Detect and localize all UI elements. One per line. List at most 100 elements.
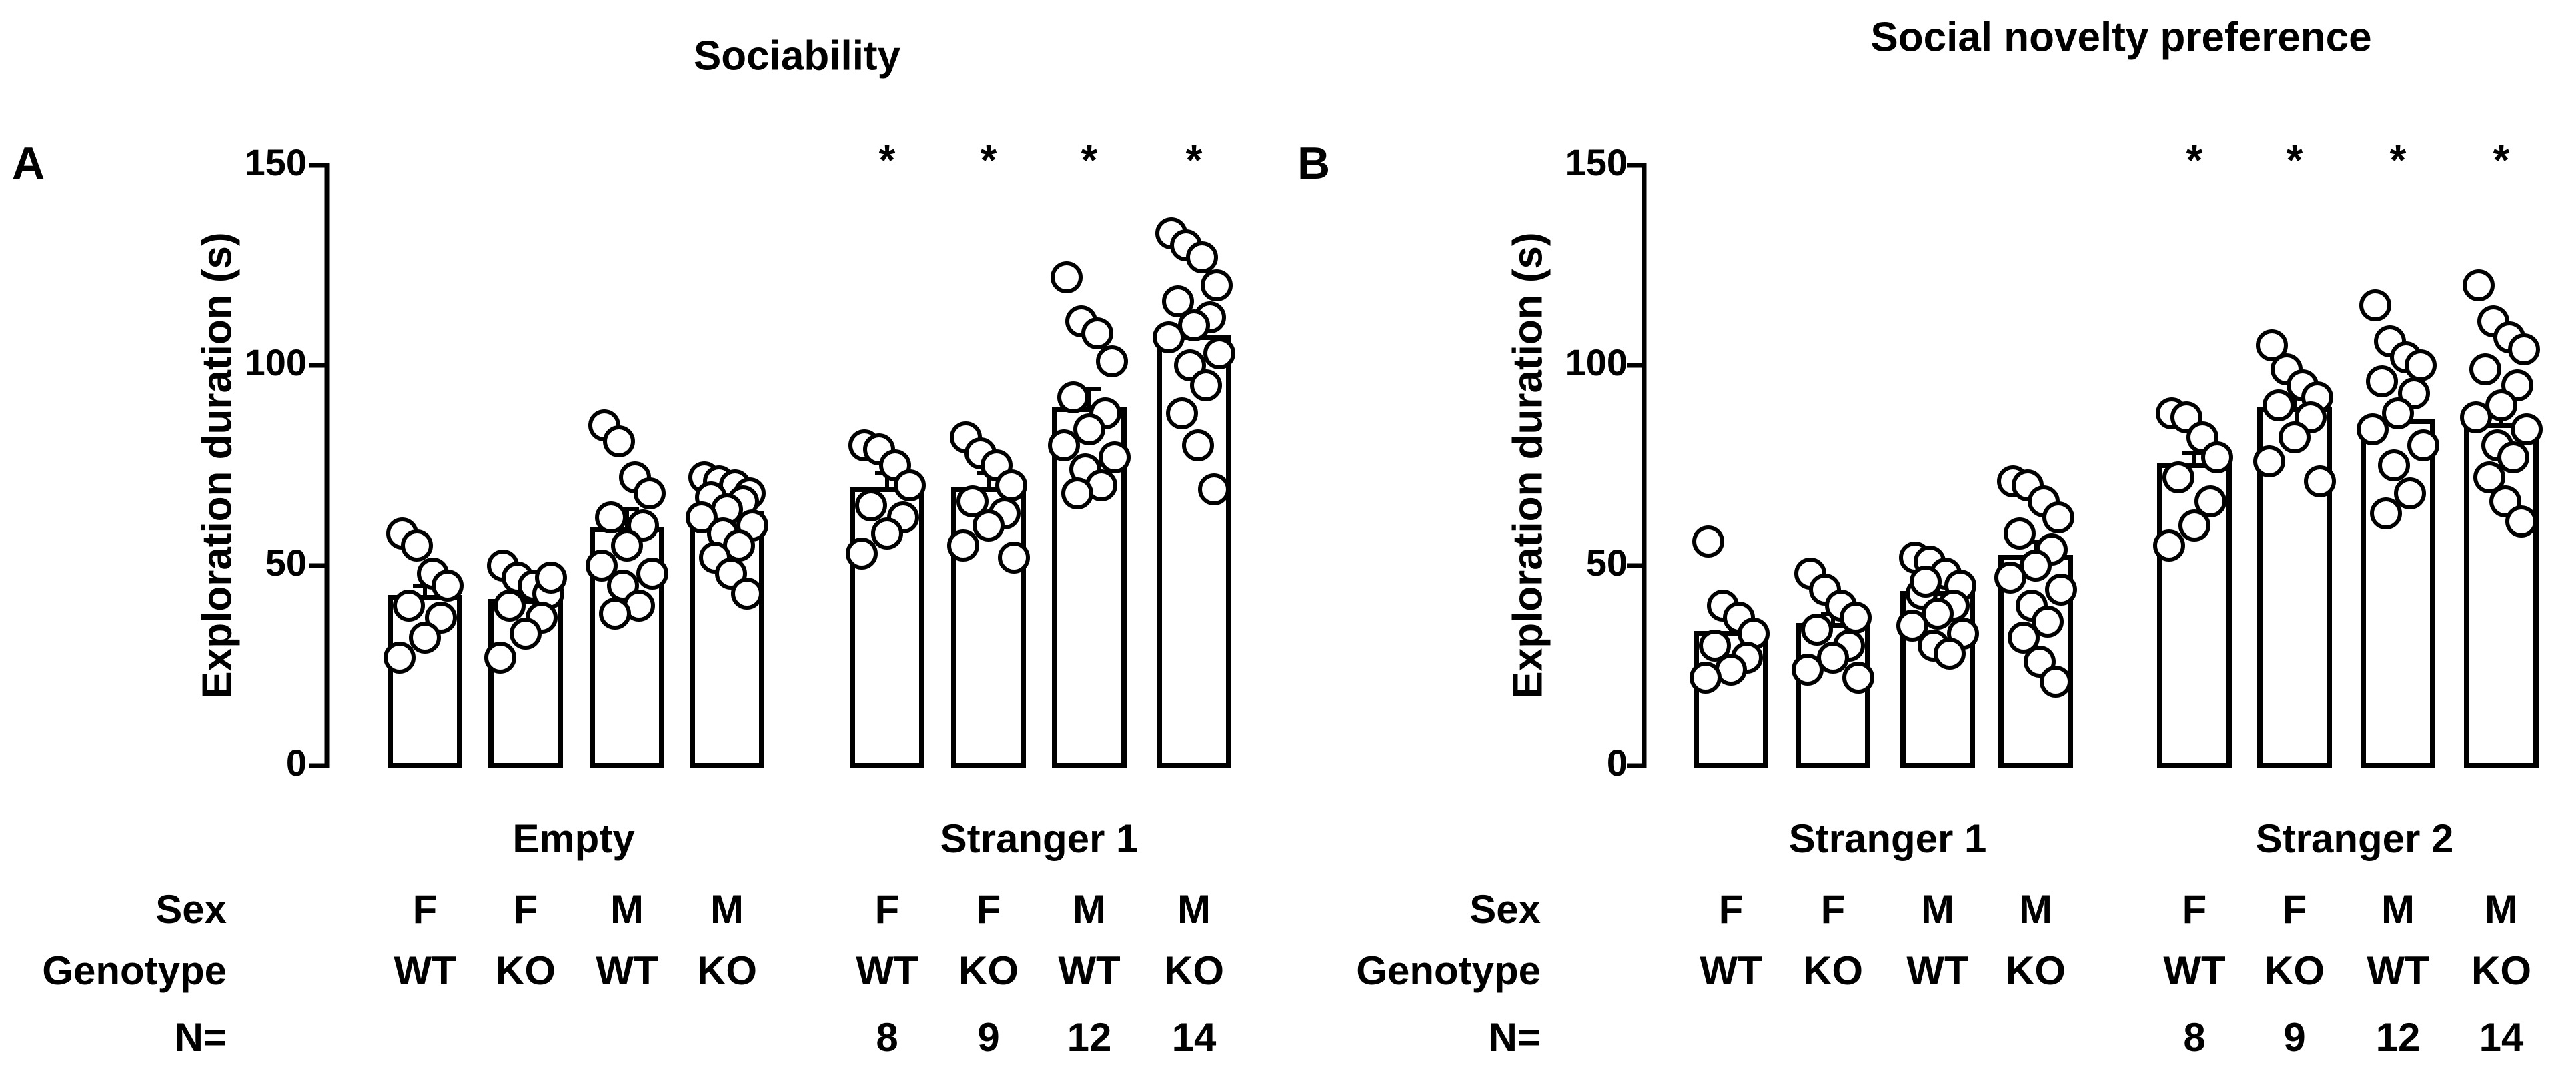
data-point xyxy=(537,564,565,592)
data-point xyxy=(1155,323,1183,351)
significance-star: * xyxy=(1081,136,1098,184)
row-label-sex: Sex xyxy=(1469,887,1541,932)
row-label-n: N= xyxy=(175,1015,227,1060)
data-point xyxy=(2510,335,2538,363)
group-label: Empty xyxy=(512,816,635,861)
y-tick-label: 150 xyxy=(1565,141,1628,183)
data-point xyxy=(2361,291,2389,319)
data-point xyxy=(1200,475,1228,503)
y-tick-label: 100 xyxy=(1565,341,1628,383)
data-point xyxy=(1794,656,1822,684)
data-point xyxy=(1694,527,1722,556)
sex-label: F xyxy=(977,887,1001,932)
data-point xyxy=(1098,347,1126,375)
data-point xyxy=(601,600,629,628)
data-point xyxy=(613,531,641,560)
n-label: 8 xyxy=(2183,1015,2205,1060)
data-point xyxy=(1205,339,1233,367)
data-point xyxy=(636,479,664,507)
data-point xyxy=(2006,519,2034,548)
sex-label: M xyxy=(2485,887,2518,932)
genotype-label: KO xyxy=(2471,948,2531,993)
sex-label: F xyxy=(514,887,538,932)
genotype-label: WT xyxy=(856,948,918,993)
sex-label: F xyxy=(2182,887,2207,932)
significance-star: * xyxy=(2493,136,2510,184)
data-point xyxy=(1188,243,1216,271)
y-tick-label: 0 xyxy=(286,742,307,784)
data-point xyxy=(1192,371,1220,399)
genotype-label: KO xyxy=(1803,948,1863,993)
data-point xyxy=(1063,479,1091,507)
data-point xyxy=(2380,451,2408,479)
panel-a-y-axis-label: Exploration duration (s) xyxy=(194,232,240,698)
data-point xyxy=(2409,431,2437,459)
data-point xyxy=(1844,664,1872,692)
sex-label: M xyxy=(1177,887,1211,932)
genotype-label: WT xyxy=(394,948,456,993)
data-point xyxy=(1912,568,1940,596)
data-point xyxy=(848,540,876,568)
y-tick-label: 50 xyxy=(265,542,307,584)
data-point xyxy=(1168,399,1196,427)
data-point xyxy=(395,592,423,620)
n-label: 8 xyxy=(876,1015,898,1060)
bar xyxy=(1159,337,1229,766)
data-point xyxy=(2155,531,2183,560)
data-point xyxy=(512,620,540,648)
data-point xyxy=(1203,271,1231,299)
genotype-label: WT xyxy=(596,948,658,993)
data-point xyxy=(2465,271,2493,299)
data-point xyxy=(2047,576,2075,604)
y-tick-label: 100 xyxy=(245,341,307,383)
data-point xyxy=(896,471,924,499)
significance-star: * xyxy=(2287,136,2303,184)
data-point xyxy=(386,644,414,672)
significance-star: * xyxy=(2390,136,2407,184)
y-tick-label: 150 xyxy=(245,141,307,183)
data-point xyxy=(2384,399,2412,427)
genotype-label: WT xyxy=(1700,948,1762,993)
n-label: 12 xyxy=(2376,1015,2421,1060)
data-point xyxy=(2499,443,2527,471)
data-point xyxy=(2281,423,2309,451)
data-point xyxy=(2471,355,2499,383)
data-point xyxy=(2396,479,2424,507)
n-label: 14 xyxy=(2479,1015,2524,1060)
row-label-n: N= xyxy=(1489,1015,1541,1060)
data-point xyxy=(1050,431,1078,459)
data-point xyxy=(2507,507,2535,536)
data-point xyxy=(2372,499,2400,527)
genotype-label: KO xyxy=(697,948,757,993)
significance-star: * xyxy=(879,136,896,184)
data-point xyxy=(496,592,524,620)
row-label-genotype: Genotype xyxy=(1356,948,1541,993)
row-label-genotype: Genotype xyxy=(42,948,227,993)
data-point xyxy=(733,580,761,608)
sex-label: M xyxy=(1073,887,1106,932)
sex-label: F xyxy=(1719,887,1744,932)
data-point xyxy=(949,531,977,560)
data-point xyxy=(403,531,431,560)
sex-label: M xyxy=(2381,887,2415,932)
sex-label: M xyxy=(2019,887,2052,932)
data-point xyxy=(997,471,1025,499)
n-label: 9 xyxy=(977,1015,999,1060)
panel-b-title: Social novelty preference xyxy=(1870,14,2371,60)
genotype-label: WT xyxy=(2367,948,2429,993)
data-point xyxy=(2368,367,2396,395)
significance-star: * xyxy=(981,136,997,184)
data-point xyxy=(1184,431,1212,459)
group-label: Stranger 1 xyxy=(1789,816,1987,861)
data-point xyxy=(597,503,625,531)
group-label: Stranger 2 xyxy=(2256,816,2454,861)
data-point xyxy=(2306,467,2334,495)
data-point xyxy=(1083,319,1111,347)
row-label-sex: Sex xyxy=(155,887,227,932)
genotype-label: KO xyxy=(958,948,1019,993)
data-point xyxy=(2255,447,2283,475)
sex-label: F xyxy=(2283,887,2307,932)
n-label: 9 xyxy=(2283,1015,2305,1060)
data-point xyxy=(2462,403,2490,431)
n-label: 12 xyxy=(1067,1015,1112,1060)
